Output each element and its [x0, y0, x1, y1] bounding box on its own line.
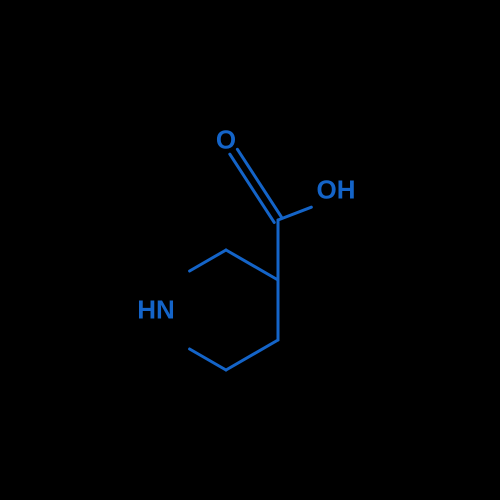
oxygen-double-bond-label: O	[216, 125, 236, 156]
molecule-diagram	[0, 0, 500, 500]
bonds-group	[190, 149, 312, 370]
hydroxyl-label: OH	[317, 175, 356, 206]
amine-nh-label: HN	[137, 295, 175, 326]
